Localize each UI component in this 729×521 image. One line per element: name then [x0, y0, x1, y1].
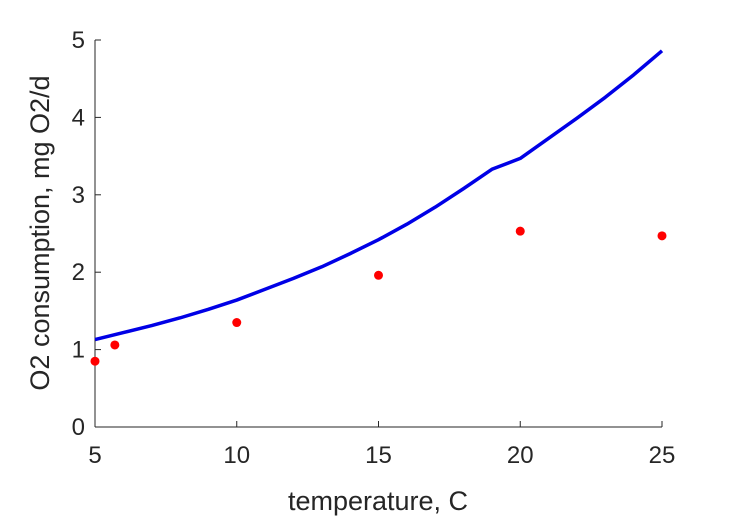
data-point: [657, 231, 667, 241]
y-tick-label: 1: [72, 337, 85, 364]
x-tick-label: 15: [365, 442, 392, 469]
y-tick-label: 4: [72, 104, 85, 131]
y-axis-title: O2 consumption, mg O2/d: [25, 75, 55, 390]
model-curve: [94, 49, 664, 342]
y-tick-label: 2: [72, 259, 85, 286]
y-axis-ticks: 0 1 2 3 4 5: [72, 27, 101, 441]
y-tick-label: 5: [72, 27, 85, 54]
data-point: [90, 356, 100, 366]
x-axis-title: temperature, C: [288, 486, 468, 516]
series-layer: [90, 49, 667, 366]
data-point: [515, 226, 525, 236]
x-tick-label: 5: [88, 442, 101, 469]
x-tick-label: 20: [507, 442, 534, 469]
x-axis-ticks: 5 10 15 20 25: [88, 421, 675, 469]
y-tick-label: 0: [72, 414, 85, 441]
plot-area: [94, 40, 662, 428]
x-tick-label: 10: [223, 442, 250, 469]
data-point: [110, 340, 120, 350]
x-tick-label: 25: [649, 442, 676, 469]
data-point: [374, 270, 383, 280]
data-point: [232, 318, 242, 328]
y-tick-label: 3: [72, 182, 85, 209]
